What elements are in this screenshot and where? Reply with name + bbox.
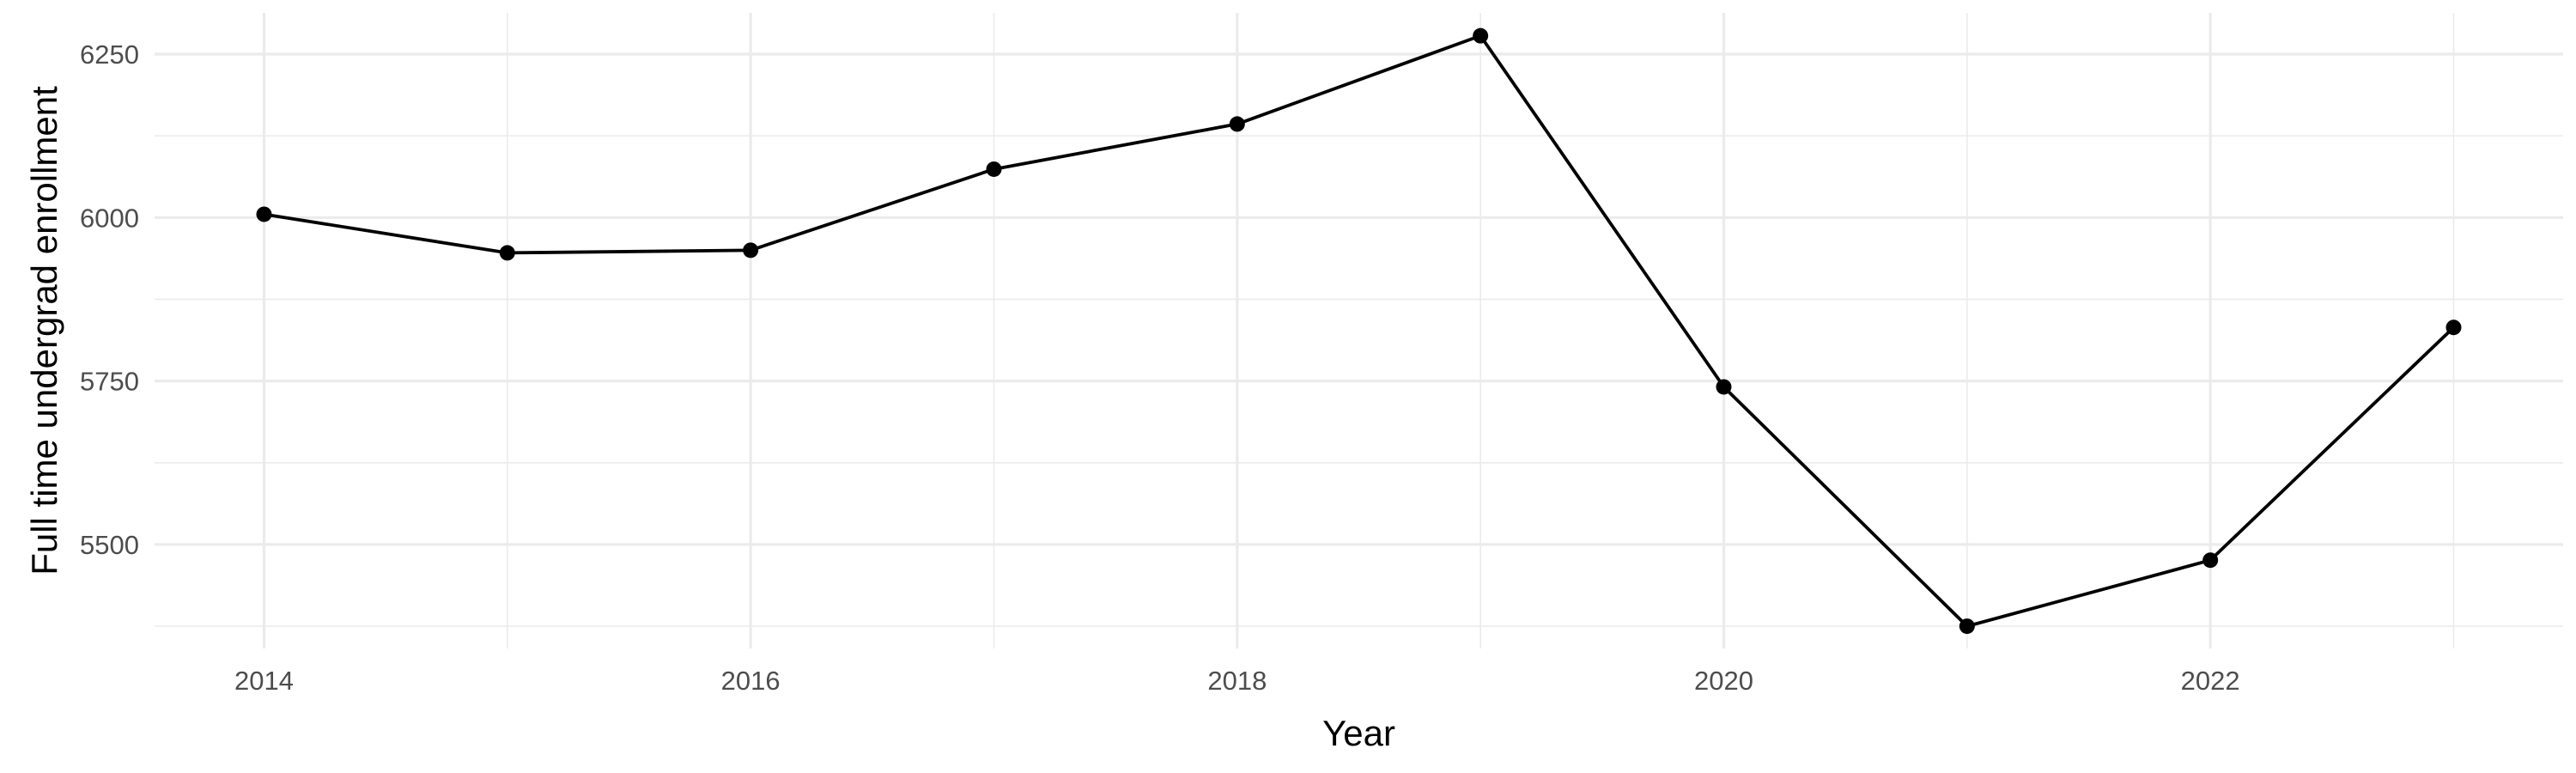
x-axis-title: Year	[1322, 713, 1395, 753]
data-point	[1473, 27, 1489, 44]
data-point	[1959, 618, 1975, 635]
y-axis-ticks: 5500 5750 6000 6250	[80, 40, 139, 560]
data-point	[1716, 379, 1732, 395]
y-tick-label: 6000	[80, 203, 139, 233]
x-tick-label: 2014	[234, 666, 294, 696]
y-tick-label: 6250	[80, 40, 139, 70]
x-tick-label: 2016	[721, 666, 781, 696]
data-point	[256, 206, 272, 222]
x-axis-ticks: 2014 2016 2018 2020 2022	[234, 666, 2240, 696]
data-point	[986, 161, 1002, 177]
y-tick-label: 5750	[80, 367, 139, 397]
series-group	[256, 27, 2462, 635]
x-tick-label: 2022	[2181, 666, 2240, 696]
data-point	[1229, 116, 1245, 132]
y-tick-label: 5500	[80, 530, 139, 560]
y-axis-title: Full time undergrad enrollment	[24, 86, 64, 575]
data-point	[743, 242, 759, 259]
grid	[155, 13, 2563, 648]
x-tick-label: 2018	[1207, 666, 1267, 696]
series-line	[264, 33, 2455, 629]
data-point	[499, 245, 515, 261]
x-tick-label: 2020	[1694, 666, 1753, 696]
data-point	[2445, 320, 2462, 336]
data-point	[2202, 552, 2219, 569]
